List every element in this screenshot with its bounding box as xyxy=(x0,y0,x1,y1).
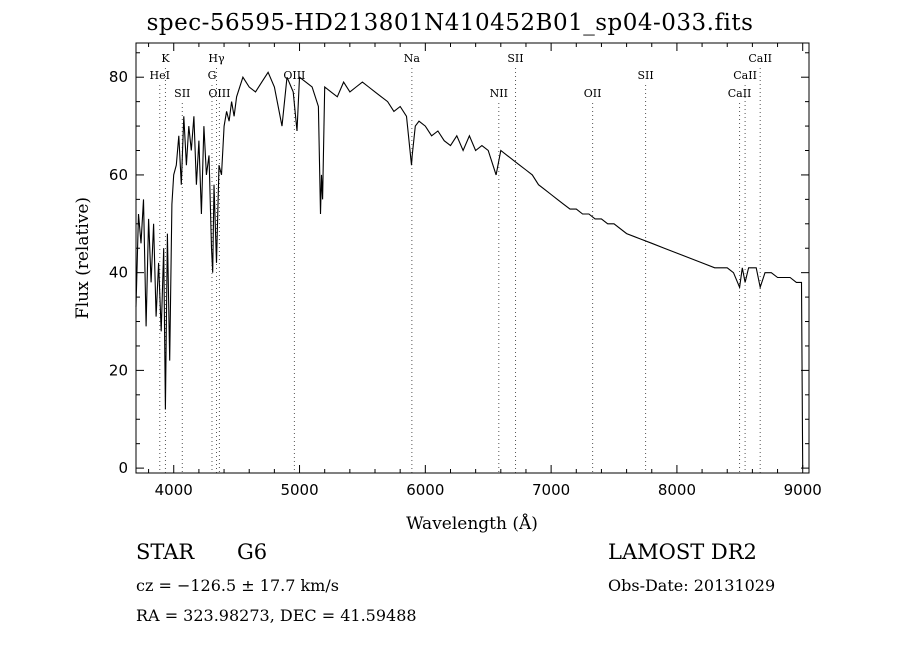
chart-title: spec-56595-HD213801N410452B01_sp04-033.f… xyxy=(146,10,754,36)
spectral-line-label: G xyxy=(208,69,217,82)
y-tick-label: 60 xyxy=(109,166,128,184)
spectral-line-markers xyxy=(159,68,761,473)
spectral-line-label: SII xyxy=(637,69,653,82)
x-tick-label: 6000 xyxy=(406,481,444,499)
y-tick-label: 0 xyxy=(118,459,128,477)
x-tick-label: 4000 xyxy=(155,481,193,499)
object-class: STAR xyxy=(136,540,195,564)
x-axis-label: Wavelength (Å) xyxy=(406,513,538,534)
spectral-line-label: Hγ xyxy=(208,52,225,65)
spectral-subclass: G6 xyxy=(237,540,268,564)
x-tick-label: 8000 xyxy=(658,481,696,499)
spectral-line-label: NII xyxy=(490,87,508,100)
spectral-line-label: CaII xyxy=(748,52,772,65)
spectral-line-label: SII xyxy=(507,52,523,65)
y-axis: 0 20 40 60 80 xyxy=(109,52,809,477)
observation-date: Obs-Date: 20131029 xyxy=(608,576,776,595)
redshift-readout: cz = −126.5 ± 17.7 km/s xyxy=(136,576,339,595)
x-tick-label: 7000 xyxy=(532,481,570,499)
spectral-line-label: Na xyxy=(404,52,421,65)
plot-frame xyxy=(135,42,810,474)
coordinates-readout: RA = 323.98273, DEC = 41.59488 xyxy=(136,606,417,625)
data-release: LAMOST DR2 xyxy=(608,540,757,564)
spectral-line-label: HeI xyxy=(150,69,170,82)
spectral-line-label: CaII xyxy=(728,87,752,100)
spectral-line-label: OIII xyxy=(208,87,230,100)
y-axis-label: Flux (relative) xyxy=(73,197,93,319)
spectral-line-label: OII xyxy=(584,87,602,100)
y-tick-label: 40 xyxy=(109,264,128,282)
y-tick-label: 80 xyxy=(109,68,128,86)
x-tick-label: 9000 xyxy=(784,481,822,499)
y-tick-label: 20 xyxy=(109,361,128,379)
x-axis: 4000 5000 6000 7000 8000 9000 xyxy=(148,43,822,499)
spectral-line-label: K xyxy=(161,52,170,65)
spectrum-series-line xyxy=(135,71,804,469)
x-tick-label: 5000 xyxy=(280,481,318,499)
spectral-line-label: CaII xyxy=(733,69,757,82)
spectral-line-label: SII xyxy=(174,87,190,100)
